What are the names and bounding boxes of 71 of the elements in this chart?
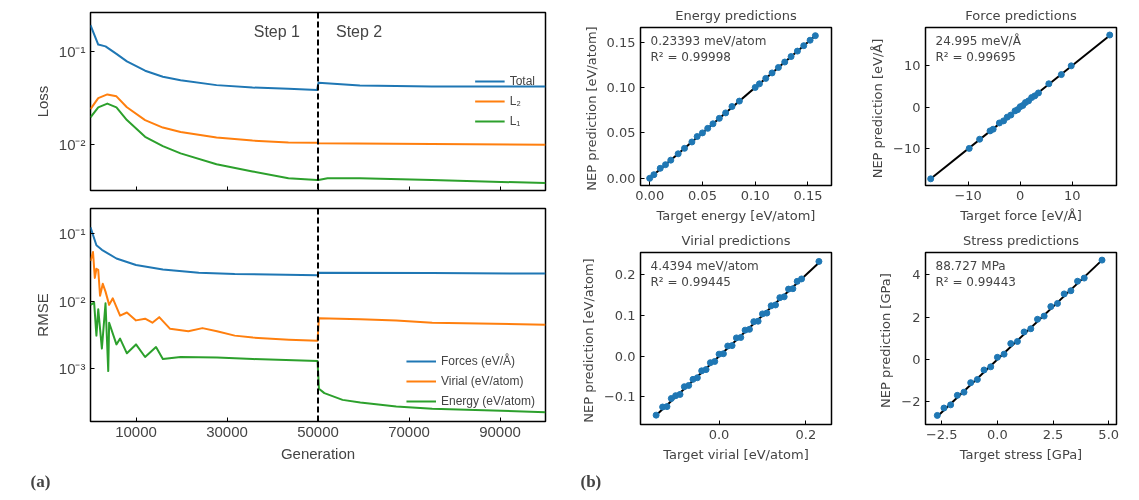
x-tick-label: 0.00 — [635, 187, 665, 203]
x-tick-label: 30000 — [206, 422, 248, 440]
y-axis-title: NEP prediction [eV/atom] — [580, 258, 596, 423]
chart-title: Virial predictions — [681, 232, 791, 248]
x-axis-title: Generation — [280, 444, 356, 462]
y-tick-label: 4 — [912, 267, 921, 283]
y-tick-label: 0.0 — [614, 348, 636, 364]
chart-title: Stress predictions — [962, 232, 1080, 248]
y-tick-label: 0.00 — [606, 170, 636, 186]
x-tick-label: 0 — [1016, 187, 1025, 203]
x-tick-label: 2.5 — [1042, 426, 1064, 442]
y-tick-label: 0.1 — [614, 308, 636, 324]
x-tick-label: 50000 — [297, 422, 339, 440]
annotation: R² = 0.99695 — [935, 49, 1016, 64]
y-axis-title: NEP prediction [GPa] — [878, 273, 894, 408]
annotation: Step 1 — [253, 22, 301, 40]
annotation: 88.727 MPa — [935, 258, 1006, 273]
y-tick-label: −0.1 — [603, 389, 636, 405]
legend-label: L₁ — [509, 114, 522, 128]
chart-title: Energy predictions — [675, 7, 798, 23]
x-tick-label: 90000 — [479, 422, 521, 440]
y-tick-label: 10⁻² — [58, 136, 86, 154]
annotation: R² = 0.99998 — [650, 49, 731, 64]
legend-label: Energy (eV/atom) — [440, 394, 535, 408]
x-tick-label: 70000 — [388, 422, 430, 440]
x-tick-label: 0.0 — [987, 426, 1008, 442]
y-tick-label: 10 — [903, 57, 921, 73]
text: (b) — [580, 471, 602, 491]
y-tick-label: 0.2 — [614, 267, 636, 283]
y-tick-label: 0.15 — [606, 34, 636, 50]
y-tick-label: 10⁻¹ — [58, 224, 86, 242]
annotation: 24.995 meV/Å — [935, 32, 1022, 48]
chart-title: Force predictions — [965, 7, 1077, 23]
x-tick-label: 5.0 — [1098, 426, 1120, 442]
annotation: R² = 0.99445 — [650, 274, 731, 289]
x-tick-label: 0.0 — [708, 426, 730, 442]
x-axis-title: Target energy [eV/atom] — [655, 207, 816, 223]
y-tick-label: −10 — [893, 141, 921, 157]
y-tick-label: 0.05 — [606, 125, 636, 141]
y-axis-title: Loss — [33, 85, 51, 118]
y-tick-label: −2 — [901, 394, 921, 410]
legend-label: L₂ — [509, 94, 522, 108]
x-tick-label: 0.05 — [687, 187, 717, 203]
y-tick-label: 0.10 — [606, 79, 636, 95]
x-tick-label: 0.2 — [795, 426, 817, 442]
annotation: 0.23393 meV/atom — [650, 33, 767, 48]
y-tick-label: 10⁻³ — [58, 360, 86, 378]
x-axis-title: Target force [eV/Å] — [959, 207, 1082, 223]
annotation: 4.4394 meV/atom — [650, 258, 759, 273]
x-tick-label: 0.15 — [793, 187, 823, 203]
x-tick-label: 10 — [1063, 187, 1081, 203]
x-tick-label: 10000 — [115, 422, 157, 440]
legend-label: Total — [509, 74, 535, 88]
annotation: R² = 0.99443 — [935, 274, 1016, 289]
x-axis-title: Target stress [GPa] — [958, 446, 1083, 462]
legend-label: Forces (eV/Å) — [440, 354, 515, 368]
y-axis-title: NEP prediction [eV/atom] — [583, 26, 599, 191]
x-tick-label: 0.10 — [740, 187, 770, 203]
annotation: Step 2 — [336, 22, 383, 40]
y-tick-label: 2 — [912, 309, 921, 325]
x-axis-title: Target virial [eV/atom] — [662, 446, 809, 462]
y-tick-label: 0 — [912, 99, 921, 115]
y-axis-title: RMSE — [33, 293, 51, 337]
text: (a) — [30, 471, 51, 491]
y-axis-title: NEP prediction [eV/Å] — [870, 38, 886, 179]
x-tick-label: −2.5 — [925, 426, 958, 442]
x-tick-label: −10 — [954, 187, 982, 203]
y-tick-label: 10⁻² — [58, 292, 86, 310]
y-tick-label: 0 — [912, 351, 921, 367]
y-tick-label: 10⁻¹ — [58, 42, 86, 60]
legend-label: Virial (eV/atom) — [440, 374, 524, 388]
